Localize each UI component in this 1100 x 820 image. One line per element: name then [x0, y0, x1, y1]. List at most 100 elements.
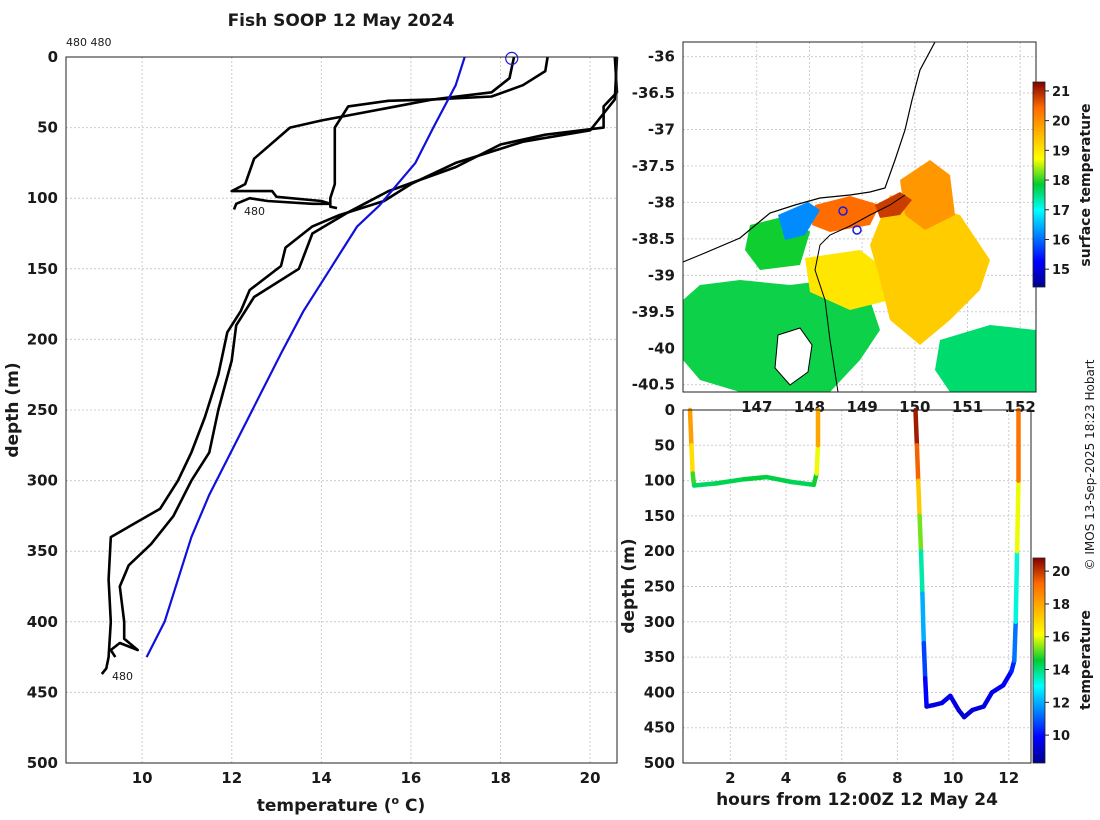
depth-time-xtick: 4 [781, 769, 791, 787]
map-lat-tick: -36.5 [632, 84, 675, 102]
coastline [683, 42, 936, 263]
dive-2-segment [1012, 619, 1018, 663]
state-border [814, 194, 906, 392]
map-lat-tick: -36 [648, 48, 675, 66]
depth-time-ytick: 350 [644, 648, 675, 666]
map-colorbar-label: surface temperature [1078, 103, 1094, 266]
profile-annotation-shallow: 480 [244, 205, 265, 218]
depth-time-ytick: 250 [644, 578, 675, 596]
dive-1-segment [814, 443, 821, 476]
profile-a-line [329, 56, 549, 210]
dive-2-segment [921, 640, 928, 681]
map-cb-tick: 16 [1052, 233, 1070, 248]
profile-xtick: 10 [132, 769, 153, 787]
profile-xtick: 20 [580, 769, 601, 787]
profile-ticks: 10 12 14 16 18 200501001502002503003504004505… [27, 48, 601, 787]
depth-time-xtick: 2 [725, 769, 735, 787]
profile-ytick: 50 [37, 119, 58, 137]
map-cb-tick: 17 [1052, 204, 1070, 219]
dive-1-segment [689, 443, 695, 476]
profile-xlabel: temperature (o C) [257, 794, 426, 816]
depth-time-xtick: 10 [943, 769, 964, 787]
depth-time-xtick: 8 [892, 769, 902, 787]
map-cb-tick: 20 [1052, 115, 1070, 130]
dive-1-segment [714, 476, 747, 486]
profile-ytick: 500 [27, 754, 58, 772]
profile-ytick: 250 [27, 401, 58, 419]
map-cb-tick: 18 [1052, 174, 1070, 189]
profile-ytick: 450 [27, 683, 58, 701]
map-colorbar-ticks: 15 16 17 18 19 20 21 [1045, 85, 1070, 278]
profile-annotation-top: 480 480 [66, 36, 112, 49]
copyright-notice: © IMOS 13-Sep-2025 18:23 Hobart [1083, 359, 1097, 570]
profile-ytick: 300 [27, 472, 58, 490]
map-lat-tick: -37.5 [632, 157, 675, 175]
profile-series [100, 51, 619, 675]
map-lat-tick: -37 [648, 121, 675, 139]
dive-1-segment [741, 474, 769, 482]
profile-ytick: 150 [27, 260, 58, 278]
dive-2-segment [981, 690, 995, 709]
track-cb-tick: 10 [1052, 729, 1070, 744]
profile-xtick: 16 [400, 769, 421, 787]
profile-ytick: 400 [27, 613, 58, 631]
depth-time-ytick: 200 [644, 542, 675, 560]
patch-green-southeast [935, 325, 1036, 392]
map-track-start [838, 206, 848, 216]
dive-2-segment [918, 548, 925, 596]
depth-time-ytick: 100 [644, 472, 675, 490]
dive-1-segment [764, 474, 794, 485]
dive-1-segment [687, 407, 694, 448]
depth-time-ylabel: depth (m) [619, 538, 639, 633]
profile-chart: 10 12 14 16 18 200501001502002503003504004505… [3, 36, 619, 816]
depth-time-ytick: 400 [644, 683, 675, 701]
profile-xtick: 14 [311, 769, 332, 787]
map-lat-tick: -39 [648, 266, 675, 284]
dive-2-segment [922, 676, 929, 709]
figure-title: Fish SOOP 12 May 2024 [228, 11, 455, 31]
profile-ytick: 100 [27, 189, 58, 207]
track-colorbar [1032, 557, 1046, 764]
dive-2-segment [914, 443, 921, 483]
depth-time-chart: 2 4 6 8 10 12 0 50 100 150 200 250 300 350 400 450 500 h… [619, 401, 1094, 810]
track-colorbar-label: temperature [1078, 610, 1094, 710]
profile-ytick: 350 [27, 542, 58, 560]
depth-time-xlabel: hours from 12:00Z 12 May 24 [716, 790, 998, 810]
depth-time-xtick: 6 [836, 769, 846, 787]
dive-1-segment [789, 479, 817, 488]
dive-2-segment [915, 478, 922, 519]
depth-time-ytick: 450 [644, 719, 675, 737]
profile-ytick: 0 [48, 48, 58, 66]
profile-c-line [109, 56, 619, 658]
track-cb-tick: 20 [1052, 565, 1070, 580]
profile-grid [66, 56, 617, 764]
surface-temperature-map: -36 -36.5 -37 -37.5 -38 -38.5 -39 -39.5 -40 -40.5… [632, 41, 1094, 416]
map-lon-tick: 151 [952, 398, 983, 416]
map-lon-tick: 152 [1005, 398, 1036, 416]
island-outline [774, 327, 813, 386]
depth-time-ticks: 2 4 6 8 10 12 0 50 100 150 200 250 300 350 400 450 500 [644, 401, 1019, 787]
map-colorbar [1032, 81, 1046, 288]
map-cb-tick: 15 [1052, 263, 1070, 278]
map-lon-tick: 149 [846, 398, 877, 416]
mean-profile-line [145, 56, 466, 658]
track-cb-tick: 12 [1052, 696, 1070, 711]
depth-time-ytick: 300 [644, 613, 675, 631]
map-cb-tick: 21 [1052, 85, 1070, 100]
dive-2-segment [913, 407, 920, 448]
map-lat-tick: -40.5 [632, 376, 675, 394]
profile-axes-box [65, 56, 618, 764]
map-lon-tick: 147 [741, 398, 772, 416]
map-lon-tick: 148 [794, 398, 825, 416]
dive-1-segment [691, 481, 719, 488]
dive-2-segment [917, 513, 924, 554]
depth-time-ytick: 50 [654, 436, 675, 454]
depth-time-axes-box [682, 409, 1032, 764]
map-lon-tick: 150 [899, 398, 930, 416]
map-lat-tick: -39.5 [632, 303, 675, 321]
track-colorbar-ticks: 10 12 14 16 18 20 [1045, 565, 1070, 744]
map-lat-tick: -38 [648, 193, 675, 211]
depth-time-series [687, 407, 1021, 720]
track-cb-tick: 18 [1052, 598, 1070, 613]
